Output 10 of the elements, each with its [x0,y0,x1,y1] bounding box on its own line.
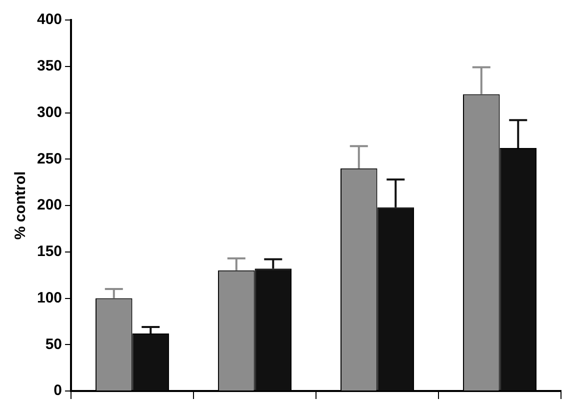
y-tick-label: 50 [45,336,62,353]
y-tick-label: 150 [36,243,62,260]
y-tick-label: 400 [36,11,62,28]
y-axis-title: % control [12,171,30,240]
y-tick-label: 250 [36,150,62,168]
y-tick-label: 350 [36,58,62,75]
y-tick-label: 0 [54,382,62,400]
y-tick-label: 300 [36,104,62,121]
y-tick-label: 100 [36,289,62,306]
y-tick-label: 200 [36,196,62,214]
